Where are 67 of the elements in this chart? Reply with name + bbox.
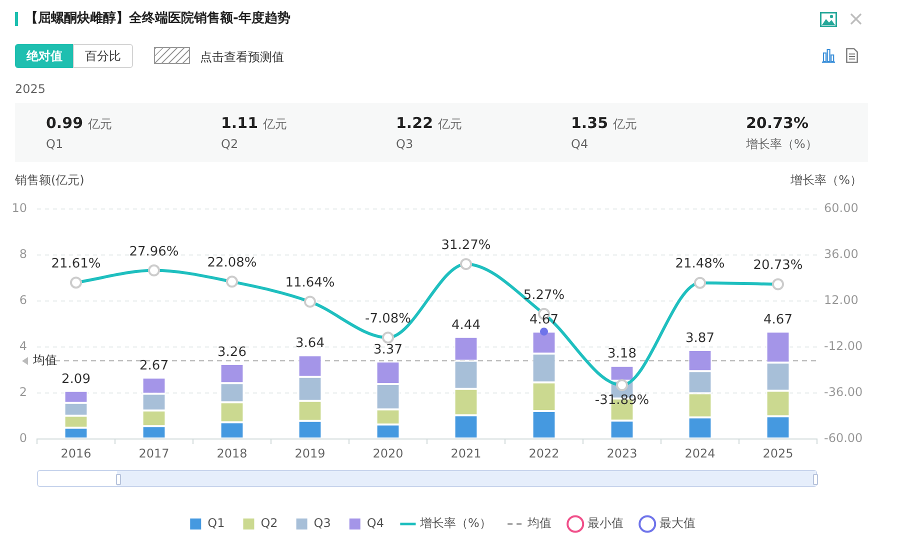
total-label: 4.67 [764,312,792,328]
legend-label: Q2 [260,516,278,530]
text: Q2 [221,136,238,152]
chart-title: 【屈螺酮炔雌醇】全终端医院销售额-年度趋势 [25,10,290,28]
x-tick-label: 2020 [372,446,404,460]
y-tick-label: 0 [19,431,27,446]
text: 1.35 亿元 [571,114,638,132]
x-tick-label: 2018 [216,446,248,460]
x-tick-label: 2024 [684,446,716,460]
total-label: 3.87 [686,330,714,346]
y-tick-label: 4 [19,339,27,354]
y2-axis-title: 增长率（%） [790,173,862,188]
data-label: 31.27% [441,238,491,253]
data-label: 11.64% [285,276,335,291]
data-label: 21.48% [675,256,725,272]
y-axis-title: 销售额(亿元) [14,173,84,188]
legend-label: 最大值 [659,516,696,530]
data-label: 21.61% [51,256,101,272]
text: 0.99 亿元 [46,114,112,132]
total-label: 3.37 [374,342,402,358]
data-label: 20.73% [753,258,803,274]
y-tick-label: 6 [19,293,27,308]
x-tick-label: 2021 [450,446,482,460]
legend-label: Q3 [314,516,331,530]
text: 1.22 亿元 [396,114,462,132]
y2-tick-label: -36.00 [824,385,863,400]
data-label: 5.27% [523,288,565,303]
y2-tick-label: 12.00 [824,293,858,308]
y2-tick-label: 60.00 [824,201,858,216]
y-tick-label: 8 [19,247,27,262]
y2-tick-label: 36.00 [824,247,858,262]
legend-label: 增长率（%） [418,516,492,530]
text: Q4 [571,136,588,152]
legend-label: Q1 [208,516,225,530]
text: 增长率（%） [746,136,818,152]
toggle-button: 绝对值 [15,44,74,68]
y2-tick-label: -60.00 [824,431,863,446]
ref-line-label: 均值 [32,352,57,367]
text: 1.11 亿元 [221,114,288,132]
x-tick-label: 2023 [606,446,638,460]
text: 均值 [527,516,552,530]
legend-label: Q4 [366,516,384,530]
y2-tick-label: -12.00 [824,339,863,354]
legend-label: 最小值 [587,516,624,530]
total-label: 3.64 [296,336,324,352]
text: Q3 [396,136,414,152]
y-tick-label: 2 [19,385,27,400]
data-label: -31.89% [594,392,650,408]
data-label: -7.08% [365,311,411,326]
text: 2025 [15,81,46,97]
x-tick-label: 2016 [60,446,92,460]
data-label: 27.96% [129,244,179,260]
total-label: 2.67 [140,358,168,374]
text: Q1 [46,136,64,152]
text: 点击查看预测值 [200,49,284,65]
total-label: 3.26 [218,344,246,360]
y-tick-label: 10 [12,201,27,216]
total-label: 3.18 [608,346,636,362]
x-tick-label: 2019 [294,446,326,460]
text: 20.73% [746,114,808,132]
total-label: 2.09 [62,372,90,387]
total-label: 4.44 [452,318,480,333]
x-tick-label: 2022 [528,446,560,460]
x-tick-label: 2025 [762,446,794,460]
x-tick-label: 2017 [138,446,170,460]
toggle-button: 百分比 [73,44,133,68]
data-label: 22.08% [207,256,257,271]
